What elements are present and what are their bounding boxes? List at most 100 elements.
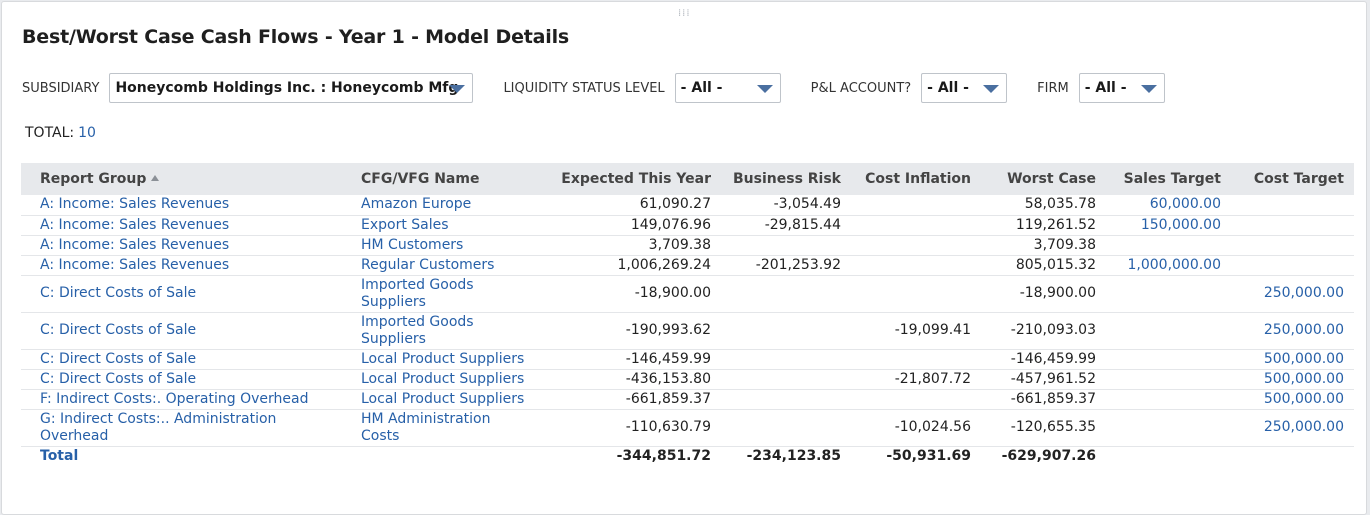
pl-account-select[interactable]: - All -	[921, 73, 1008, 103]
total-cell-worst-case: -629,907.26	[1001, 448, 1096, 464]
column-header-business-risk[interactable]: Business Risk	[721, 163, 851, 195]
firm-select-value: - All -	[1084, 80, 1127, 96]
cell-report-group[interactable]: C: Direct Costs of Sale	[21, 312, 351, 350]
cell-cost-target[interactable]: 500,000.00	[1231, 389, 1354, 410]
cell-report-group[interactable]: C: Direct Costs of Sale	[21, 349, 351, 370]
cell-report-group[interactable]: A: Income: Sales Revenues	[21, 215, 351, 236]
firm-select[interactable]: - All -	[1078, 73, 1165, 103]
filter-label-subsidiary: SUBSIDIARY	[22, 80, 100, 96]
cell-sales-target	[1106, 369, 1231, 390]
column-header-sales-target[interactable]: Sales Target	[1106, 163, 1231, 195]
cell-worst-case: -120,655.35	[981, 409, 1106, 447]
cell-cfg-vfg-name[interactable]: HM Customers	[351, 235, 541, 256]
cell-worst-case: -18,900.00	[981, 275, 1106, 313]
cell-business-risk: -29,815.44	[721, 215, 851, 236]
cell-cost-inflation	[851, 215, 981, 236]
cell-worst-case: 58,035.78	[981, 195, 1106, 216]
cell-cost-inflation	[851, 389, 981, 410]
cell-business-risk	[721, 409, 851, 447]
cell-sales-target	[1106, 389, 1231, 410]
cell-business-risk	[721, 275, 851, 313]
cell-cfg-vfg-name[interactable]: Export Sales	[351, 215, 541, 236]
total-cell-business-risk: -234,123.85	[746, 448, 841, 464]
cell-report-group[interactable]: C: Direct Costs of Sale	[21, 275, 351, 313]
column-header-expected-this-year[interactable]: Expected This Year	[541, 163, 721, 195]
cell-expected-this-year: 61,090.27	[541, 195, 721, 216]
cell-business-risk	[721, 389, 851, 410]
cell-cost-target[interactable]: 250,000.00	[1231, 409, 1354, 447]
cell-sales-target	[1106, 349, 1231, 370]
column-header-worst-case[interactable]: Worst Case	[981, 163, 1106, 195]
total-cell-cost-inflation: -50,931.69	[886, 448, 971, 464]
chevron-down-icon[interactable]	[449, 85, 466, 93]
subsidiary-select[interactable]: Honeycomb Holdings Inc. : Honeycomb Mfg	[109, 73, 474, 103]
table-row: A: Income: Sales Revenues Regular Custome…	[21, 255, 1354, 276]
filter-label-pl-account: P&L ACCOUNT?	[810, 80, 912, 96]
results-table: Report Group CFG/VFG Name Expected This …	[21, 163, 1354, 467]
cell-cfg-vfg-name[interactable]: Imported Goods Suppliers	[351, 312, 541, 350]
cell-worst-case: 3,709.38	[981, 235, 1106, 256]
cell-cost-inflation	[851, 235, 981, 256]
column-header-report-group[interactable]: Report Group	[21, 163, 351, 195]
cell-cost-target[interactable]: 500,000.00	[1231, 349, 1354, 370]
cell-cost-target	[1231, 235, 1354, 256]
total-count-value: 10	[78, 125, 96, 141]
pl-account-select-value: - All -	[927, 80, 969, 96]
cell-sales-target[interactable]: 60,000.00	[1106, 195, 1231, 216]
cell-report-group[interactable]: A: Income: Sales Revenues	[21, 255, 351, 276]
cell-report-group[interactable]: F: Indirect Costs:. Operating Overhead	[21, 389, 351, 410]
cell-cost-inflation	[851, 275, 981, 313]
cell-expected-this-year: 1,006,269.24	[541, 255, 721, 276]
cell-expected-this-year: 3,709.38	[541, 235, 721, 256]
total-cell-cfg-vfg-name	[351, 446, 541, 467]
cell-cost-target	[1231, 255, 1354, 276]
cell-cost-inflation: -10,024.56	[851, 409, 981, 447]
cell-worst-case: -457,961.52	[981, 369, 1106, 390]
cell-business-risk	[721, 235, 851, 256]
column-header-cfg-vfg-name[interactable]: CFG/VFG Name	[351, 163, 541, 195]
table-row: A: Income: Sales Revenues HM Customers 3,7…	[21, 235, 1354, 256]
table-total-row: Total -344,851.72 -234,123.85 -50,931.69 -62…	[21, 446, 1354, 467]
cell-cfg-vfg-name[interactable]: Local Product Suppliers	[351, 369, 541, 390]
cell-business-risk: -201,253.92	[721, 255, 851, 276]
column-header-cost-inflation[interactable]: Cost Inflation	[851, 163, 981, 195]
cell-cost-target[interactable]: 250,000.00	[1231, 275, 1354, 313]
drag-handle-icon[interactable]: ⁞⁞⁞	[678, 8, 691, 19]
table-row: C: Direct Costs of Sale Imported Goods Su…	[21, 312, 1354, 350]
cell-business-risk	[721, 349, 851, 370]
cell-cfg-vfg-name[interactable]: Imported Goods Suppliers	[351, 275, 541, 313]
cell-report-group[interactable]: C: Direct Costs of Sale	[21, 369, 351, 390]
cell-report-group[interactable]: A: Income: Sales Revenues	[21, 195, 351, 216]
cell-expected-this-year: -661,859.37	[541, 389, 721, 410]
cell-cfg-vfg-name[interactable]: Regular Customers	[351, 255, 541, 276]
cell-cfg-vfg-name[interactable]: HM Administration Costs	[351, 409, 541, 447]
cell-cfg-vfg-name[interactable]: Amazon Europe	[351, 195, 541, 216]
cell-cfg-vfg-name[interactable]: Local Product Suppliers	[351, 389, 541, 410]
cell-cost-target[interactable]: 500,000.00	[1231, 369, 1354, 390]
sort-ascending-icon[interactable]	[151, 175, 160, 181]
column-header-cost-target[interactable]: Cost Target	[1231, 163, 1354, 195]
cell-sales-target	[1106, 275, 1231, 313]
cell-cfg-vfg-name[interactable]: Local Product Suppliers	[351, 349, 541, 370]
table-header-row: Report Group CFG/VFG Name Expected This …	[21, 163, 1354, 195]
cell-expected-this-year: -436,153.80	[541, 369, 721, 390]
cell-report-group[interactable]: G: Indirect Costs:.. Administration Over…	[21, 409, 351, 447]
cell-cost-inflation: -21,807.72	[851, 369, 981, 390]
cell-cost-inflation	[851, 255, 981, 276]
cell-cost-inflation: -19,099.41	[851, 312, 981, 350]
liquidity-status-level-select[interactable]: - All -	[674, 73, 781, 103]
cell-business-risk: -3,054.49	[721, 195, 851, 216]
cell-report-group[interactable]: A: Income: Sales Revenues	[21, 235, 351, 256]
chevron-down-icon[interactable]	[756, 85, 773, 93]
chevron-down-icon[interactable]	[1140, 85, 1157, 93]
cell-sales-target[interactable]: 1,000,000.00	[1106, 255, 1231, 276]
cell-expected-this-year: 149,076.96	[541, 215, 721, 236]
chevron-down-icon[interactable]	[983, 85, 1000, 93]
total-cell-report-group: Total	[40, 448, 79, 464]
cell-worst-case: -146,459.99	[981, 349, 1106, 370]
cell-sales-target[interactable]: 150,000.00	[1106, 215, 1231, 236]
cell-worst-case: -661,859.37	[981, 389, 1106, 410]
cell-cost-target[interactable]: 250,000.00	[1231, 312, 1354, 350]
cell-business-risk	[721, 369, 851, 390]
cell-sales-target	[1106, 235, 1231, 256]
